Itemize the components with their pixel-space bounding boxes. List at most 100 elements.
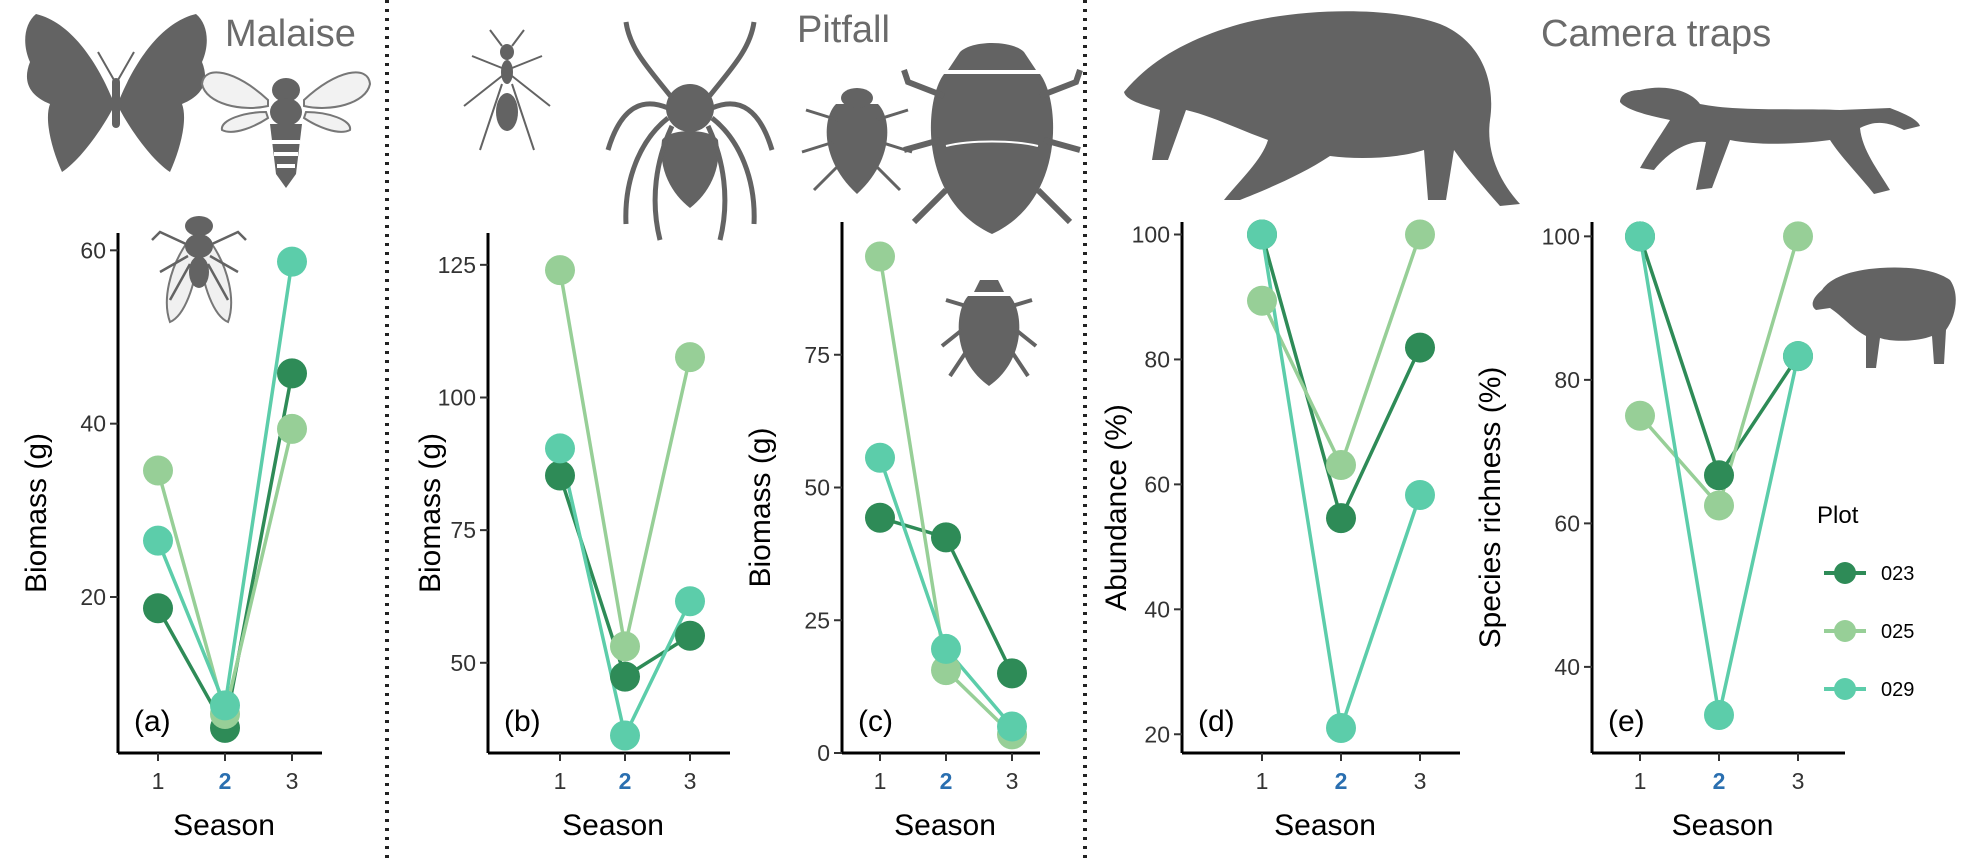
data-point-023 bbox=[997, 658, 1027, 689]
x-tick-label: 2 bbox=[619, 768, 632, 794]
legend-marker-029 bbox=[1834, 678, 1856, 700]
y-axis-label: Species richness (%) bbox=[1474, 367, 1507, 649]
data-point-023 bbox=[1704, 460, 1734, 491]
data-point-023 bbox=[1405, 332, 1435, 363]
legend-title: Plot bbox=[1817, 502, 1859, 529]
y-tick-label: 125 bbox=[438, 252, 476, 278]
x-tick-label: 3 bbox=[1006, 768, 1019, 794]
y-tick-label: 60 bbox=[1144, 471, 1170, 497]
data-point-025 bbox=[277, 413, 307, 444]
panel-label: (d) bbox=[1198, 705, 1235, 738]
x-tick-label: 3 bbox=[1792, 768, 1805, 794]
data-point-023 bbox=[610, 661, 640, 692]
data-point-025 bbox=[675, 342, 705, 373]
data-point-023 bbox=[865, 502, 895, 533]
data-point-023 bbox=[931, 522, 961, 553]
y-tick-label: 75 bbox=[450, 517, 476, 543]
data-point-025 bbox=[545, 255, 575, 286]
legend-label-025: 025 bbox=[1881, 621, 1914, 643]
section-title-camera: Camera traps bbox=[1541, 13, 1771, 55]
data-point-029 bbox=[210, 690, 240, 721]
data-point-029 bbox=[610, 720, 640, 751]
data-point-029 bbox=[997, 711, 1027, 742]
x-tick-label: 2 bbox=[940, 768, 953, 794]
panel-b: 50 75 100 125 1 2 3 Season Biomass (g) (b) bbox=[414, 233, 730, 842]
puma-icon bbox=[1620, 87, 1920, 194]
legend: Plot 023 025 029 bbox=[1817, 502, 1914, 701]
y-tick-label: 80 bbox=[1554, 367, 1580, 393]
y-tick-label: 40 bbox=[1554, 654, 1580, 680]
y-tick-label: 75 bbox=[804, 342, 830, 368]
y-axis-label: Biomass (g) bbox=[20, 433, 53, 593]
y-tick-label: 50 bbox=[450, 650, 476, 676]
data-point-029 bbox=[1704, 699, 1734, 730]
data-point-023 bbox=[1326, 503, 1356, 534]
x-axis-label: Season bbox=[1274, 809, 1376, 842]
legend-entry-025: 025 bbox=[1824, 620, 1914, 643]
x-tick-label: 1 bbox=[1256, 768, 1269, 794]
data-point-029 bbox=[931, 633, 961, 664]
data-point-025 bbox=[143, 455, 173, 486]
data-point-029 bbox=[277, 246, 307, 277]
x-tick-label: 2 bbox=[1335, 768, 1348, 794]
data-point-025 bbox=[1326, 450, 1356, 481]
x-axis-label: Season bbox=[1672, 809, 1774, 842]
data-point-023 bbox=[143, 593, 173, 624]
x-tick-label: 1 bbox=[1634, 768, 1647, 794]
data-point-023 bbox=[545, 460, 575, 491]
x-tick-label: 1 bbox=[554, 768, 567, 794]
tapir-icon bbox=[1124, 11, 1520, 207]
data-point-029 bbox=[1405, 479, 1435, 510]
y-tick-label: 40 bbox=[80, 411, 106, 437]
y-tick-label: 20 bbox=[80, 584, 106, 610]
dung-beetle-icon bbox=[901, 43, 1083, 234]
fly-icon bbox=[151, 216, 247, 324]
beetle-icon bbox=[940, 280, 1038, 386]
data-point-029 bbox=[143, 525, 173, 556]
panel-label: (c) bbox=[858, 705, 893, 738]
data-point-025 bbox=[1783, 221, 1813, 252]
y-axis-label: Biomass (g) bbox=[744, 427, 777, 587]
legend-entry-023: 023 bbox=[1824, 562, 1914, 585]
data-point-029 bbox=[1247, 219, 1277, 250]
ant-icon bbox=[463, 29, 551, 151]
spider-icon bbox=[605, 21, 775, 241]
legend-marker-023 bbox=[1834, 562, 1856, 584]
section-title-pitfall: Pitfall bbox=[797, 9, 890, 51]
x-tick-label: 2 bbox=[219, 768, 232, 794]
y-tick-label: 80 bbox=[1144, 346, 1170, 372]
y-tick-label: 0 bbox=[817, 740, 830, 766]
panel-a: 20 40 60 1 2 3 Season Biomass (g) (a) bbox=[20, 233, 322, 842]
data-point-029 bbox=[675, 586, 705, 617]
boar-icon bbox=[1812, 267, 1956, 368]
data-point-029 bbox=[1625, 221, 1655, 252]
data-point-029 bbox=[865, 442, 895, 473]
x-tick-label: 1 bbox=[874, 768, 887, 794]
y-tick-label: 60 bbox=[1554, 510, 1580, 536]
data-point-025 bbox=[610, 631, 640, 662]
data-point-025 bbox=[931, 655, 961, 686]
legend-label-023: 023 bbox=[1881, 563, 1914, 585]
y-tick-label: 100 bbox=[1542, 223, 1580, 249]
y-tick-label: 60 bbox=[80, 237, 106, 263]
legend-label-029: 029 bbox=[1881, 679, 1914, 701]
butterfly-icon bbox=[25, 14, 207, 172]
x-tick-label: 3 bbox=[1414, 768, 1427, 794]
y-tick-label: 25 bbox=[804, 607, 830, 633]
y-tick-label: 20 bbox=[1144, 721, 1170, 747]
y-tick-label: 100 bbox=[1132, 221, 1170, 247]
data-point-023 bbox=[675, 620, 705, 651]
panel-e: 40 60 80 100 1 2 3 Season Species richness (%) (e… bbox=[1474, 221, 1845, 842]
legend-entry-029: 029 bbox=[1824, 678, 1914, 701]
small-beetle-icon bbox=[801, 88, 913, 194]
x-tick-label: 3 bbox=[286, 768, 299, 794]
data-point-025 bbox=[1704, 490, 1734, 521]
data-point-023 bbox=[277, 358, 307, 389]
data-point-029 bbox=[545, 433, 575, 464]
data-point-029 bbox=[1783, 341, 1813, 372]
panel-label: (e) bbox=[1608, 705, 1645, 738]
x-tick-label: 1 bbox=[152, 768, 165, 794]
data-point-025 bbox=[1247, 285, 1277, 316]
